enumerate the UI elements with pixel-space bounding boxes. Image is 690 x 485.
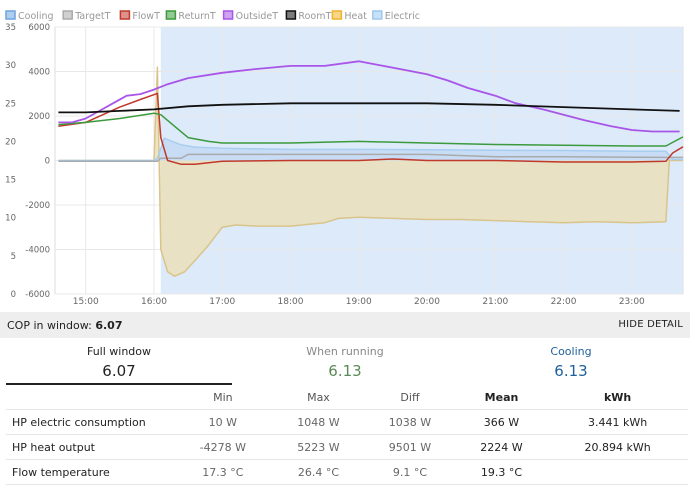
cell-diff: 9.1 °C bbox=[364, 459, 456, 485]
tab-cooling[interactable]: Cooling 6.13 bbox=[458, 343, 684, 383]
left-axis-tick-label: 0 bbox=[11, 290, 16, 300]
legend-label: RoomT bbox=[298, 11, 331, 22]
legend-swatch bbox=[372, 10, 383, 20]
x-axis-tick-label: 18:00 bbox=[278, 297, 304, 305]
chart-lines bbox=[58, 60, 684, 277]
header-min: Min bbox=[173, 385, 273, 410]
cop-summary: COP in window: 6.07 bbox=[7, 319, 122, 332]
cell-diff: 9501 W bbox=[364, 434, 456, 460]
x-axis-tick-label: 20:00 bbox=[414, 297, 440, 305]
cop-tabs: Full window 6.07 When running 6.13 Cooli… bbox=[0, 343, 690, 385]
cell-max: 5223 W bbox=[272, 434, 365, 460]
right-axis-tick-label: 4000 bbox=[28, 68, 50, 78]
legend-swatch bbox=[165, 10, 177, 20]
series-line-roomt bbox=[58, 102, 680, 114]
x-axis-tick-label: 22:00 bbox=[551, 297, 577, 305]
series-line-targett bbox=[58, 153, 683, 163]
header-mean: Mean bbox=[455, 385, 548, 410]
cell-min: 17.3 °C bbox=[173, 459, 273, 485]
tab-label: When running bbox=[306, 345, 384, 358]
chart: Cooling TargetT FlowT ReturnT OutsideT RoomT H… bbox=[5, 10, 684, 305]
x-axis-tick-label: 16:00 bbox=[141, 297, 167, 305]
right-axis-tick-label: 6000 bbox=[28, 23, 50, 33]
series-line-returnt bbox=[58, 112, 684, 147]
x-axis-tick-label: 23:00 bbox=[619, 297, 645, 305]
cell-mean: 19.3 °C bbox=[455, 459, 548, 485]
cop-label: COP in window: bbox=[7, 319, 92, 332]
left-axis-tick-label: 35 bbox=[5, 23, 16, 33]
legend-label: TargetT bbox=[74, 11, 110, 22]
legend-swatch bbox=[331, 10, 343, 20]
legend-label: Heat bbox=[344, 11, 367, 22]
series-line-heat bbox=[58, 66, 683, 277]
tab-value: 6.13 bbox=[554, 362, 588, 380]
cell-kwh: 3.441 kWh bbox=[547, 409, 688, 435]
legend-label: OutsideT bbox=[236, 11, 279, 22]
x-axis-tick-label: 19:00 bbox=[346, 297, 372, 305]
cell-kwh: 20.894 kWh bbox=[547, 434, 688, 460]
right-axis-tick-label: 0 bbox=[45, 157, 50, 167]
left-axis-tick-label: 25 bbox=[5, 99, 16, 109]
header-blank bbox=[6, 385, 173, 410]
legend-label: Electric bbox=[385, 11, 420, 22]
table-row: HP heat output -4278 W 5223 W 9501 W 222… bbox=[6, 434, 688, 460]
legend-swatch bbox=[5, 10, 16, 20]
table-header-row: Min Max Diff Mean kWh bbox=[6, 385, 688, 410]
row-label: Flow temperature bbox=[6, 459, 173, 485]
legend-label: ReturnT bbox=[178, 11, 216, 22]
left-axis-tick-label: 30 bbox=[5, 61, 16, 71]
left-axis-tick-label: 10 bbox=[5, 214, 16, 224]
cell-min: 10 W bbox=[173, 409, 273, 435]
stats-table: Min Max Diff Mean kWh HP electric consum… bbox=[6, 385, 688, 485]
left-axis-tick-label: 5 bbox=[11, 252, 16, 262]
legend: Cooling TargetT FlowT ReturnT OutsideT RoomT H… bbox=[5, 10, 420, 22]
header-diff: Diff bbox=[364, 385, 456, 410]
table-row: Flow temperature 17.3 °C 26.4 °C 9.1 °C … bbox=[6, 459, 688, 485]
legend-swatch bbox=[285, 10, 297, 20]
x-axis-tick-label: 17:00 bbox=[209, 297, 235, 305]
legend-swatch bbox=[222, 10, 234, 20]
series-line-electric bbox=[58, 137, 683, 162]
tab-when-running[interactable]: When running 6.13 bbox=[232, 343, 458, 383]
cell-max: 26.4 °C bbox=[272, 459, 365, 485]
legend-swatch bbox=[119, 10, 131, 20]
cell-min: -4278 W bbox=[173, 434, 273, 460]
x-axis-tick-label: 21:00 bbox=[482, 297, 508, 305]
series-line-flowt bbox=[58, 92, 684, 166]
left-axis-tick-label: 20 bbox=[5, 137, 16, 147]
cell-mean: 2224 W bbox=[455, 434, 548, 460]
tab-full-window[interactable]: Full window 6.07 bbox=[6, 343, 232, 385]
series-line-outsidet bbox=[58, 60, 680, 133]
hide-detail-button[interactable]: HIDE DETAIL bbox=[618, 319, 683, 330]
tab-value: 6.13 bbox=[328, 362, 362, 380]
left-axis-tick-label: 15 bbox=[5, 176, 16, 186]
right-axis-tick-label: -2000 bbox=[25, 201, 50, 211]
tab-label: Cooling bbox=[550, 345, 592, 358]
right-axis-tick-label: 2000 bbox=[28, 112, 50, 122]
x-axis-tick-label: 15:00 bbox=[73, 297, 99, 305]
tab-value: 6.07 bbox=[102, 362, 136, 380]
series-area-heat bbox=[58, 67, 683, 277]
header-max: Max bbox=[272, 385, 365, 410]
right-axis-tick-label: -4000 bbox=[25, 246, 50, 256]
legend-swatch bbox=[62, 10, 73, 20]
cop-value: 6.07 bbox=[95, 319, 123, 332]
row-label: HP electric consumption bbox=[6, 409, 173, 435]
tab-label: Full window bbox=[86, 345, 152, 358]
right-axis-tick-label: -6000 bbox=[25, 290, 50, 300]
cell-kwh bbox=[547, 459, 688, 485]
chart-axes: 0 5 10 15 20 25 30 35 -6000 -4000 -2000 0 2000 4000 60… bbox=[5, 23, 645, 305]
cell-diff: 1038 W bbox=[364, 409, 456, 435]
table-row: HP electric consumption 10 W 1048 W 1038… bbox=[6, 409, 688, 435]
cop-bar: COP in window: 6.07 HIDE DETAIL bbox=[0, 312, 690, 338]
header-kwh: kWh bbox=[547, 385, 688, 410]
row-label: HP heat output bbox=[6, 434, 173, 460]
cell-max: 1048 W bbox=[272, 409, 365, 435]
legend-label: Cooling bbox=[18, 11, 54, 22]
cell-mean: 366 W bbox=[455, 409, 548, 435]
legend-label: FlowT bbox=[132, 11, 160, 22]
